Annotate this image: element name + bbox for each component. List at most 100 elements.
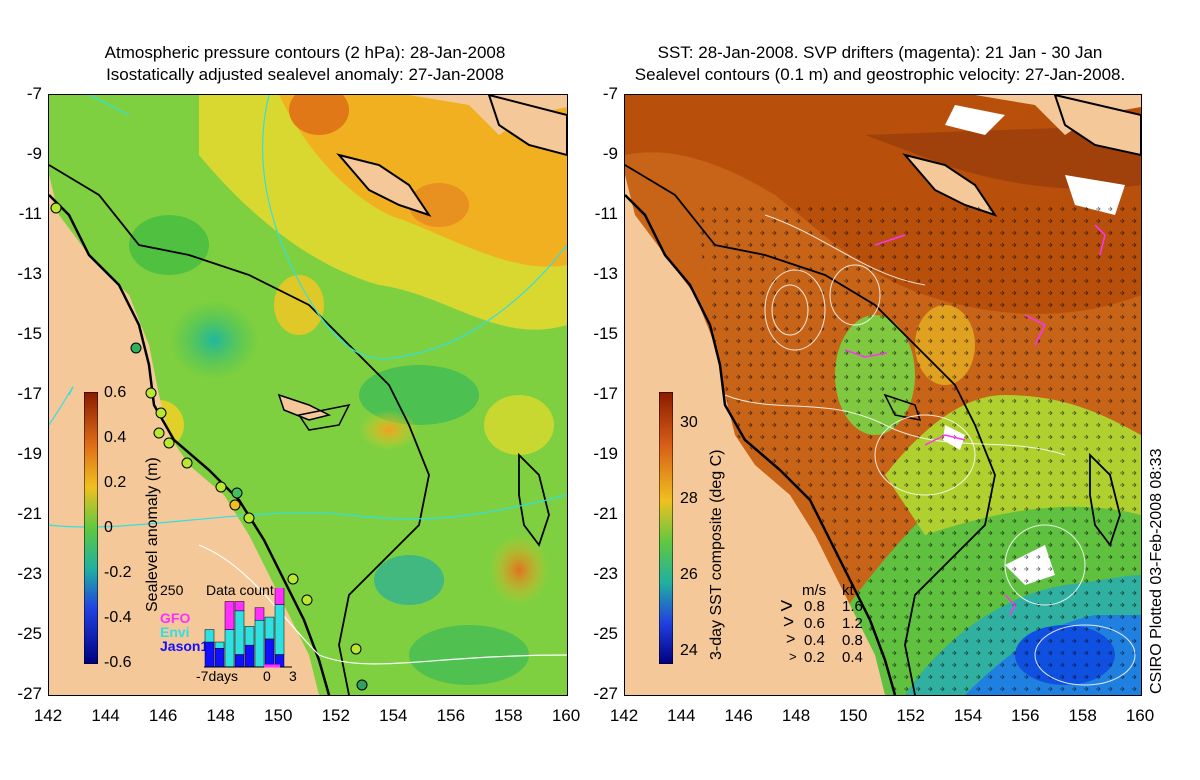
velocity-legend-ms: 0.8 <box>804 598 825 615</box>
sst-colorbar-label: 3-day SST composite (deg C) <box>708 449 725 660</box>
lat-tick-right: -13 <box>593 264 618 283</box>
sst-colorbar-tick: 30 <box>680 414 698 431</box>
lat-tick-right: -7 <box>602 84 618 103</box>
lon-tick-right: 150 <box>839 706 868 725</box>
lat-tick-left: -9 <box>26 144 42 163</box>
lon-tick-left: 156 <box>436 706 466 725</box>
data-count-bar-envi <box>264 616 275 640</box>
lon-tick-left: 146 <box>148 706 178 725</box>
data-count-bar-jason <box>204 641 215 668</box>
data-count-legend-entry: Envi <box>160 624 190 640</box>
data-count-bar-envi <box>274 604 285 655</box>
lon-tick-right: 146 <box>724 706 753 725</box>
sealevel-colorbar-tick: 0 <box>104 519 113 536</box>
lon-tick-right: 148 <box>781 706 811 725</box>
lon-tick-left: 142 <box>33 706 63 725</box>
lat-tick-right: -9 <box>602 144 618 163</box>
lat-tick-right: -23 <box>593 564 618 583</box>
sealevel-colorbar <box>84 392 98 664</box>
sealevel-anomaly-field <box>49 95 567 695</box>
velocity-legend-kt-header: kt <box>842 582 854 599</box>
sealevel-colorbar-tick: 0.2 <box>104 474 127 491</box>
data-count-bar-jason <box>244 644 255 668</box>
sst-colorbar <box>659 392 673 664</box>
lon-tick-left: 158 <box>494 706 523 725</box>
lat-tick-right: -19 <box>593 444 618 463</box>
data-count-legend-entry: GFO <box>160 610 191 626</box>
sst-map <box>624 94 1142 696</box>
velocity-legend: m/s kt >0.8 1.6 >0.6 1.2 >0.4 0.8 >0.2 0.4 <box>780 582 900 672</box>
velocity-legend-arrow-icon: > <box>780 593 793 618</box>
lat-tick-left: -27 <box>17 684 42 703</box>
velocity-legend-kt: 1.6 <box>842 598 863 615</box>
data-count-bar-gfo <box>234 601 245 612</box>
inset-x-label-start: -7days <box>196 668 239 684</box>
velocity-legend-kt: 1.2 <box>842 615 863 632</box>
data-count-bar-jason <box>264 638 275 668</box>
data-count-bar-jason <box>234 654 245 668</box>
inset-x-label-zero: 0 <box>263 668 271 684</box>
data-count-bar-envi <box>254 619 265 668</box>
lat-tick-left: -25 <box>17 624 42 643</box>
velocity-legend-arrow-icon: > <box>786 631 796 648</box>
lat-tick-right: -21 <box>593 504 618 523</box>
lat-tick-right: -15 <box>593 324 618 343</box>
sealevel-colorbar-tick: -0.4 <box>104 609 132 626</box>
lat-tick-right: -27 <box>593 684 618 703</box>
lon-tick-right: 154 <box>953 706 983 725</box>
data-count-bar-envi <box>204 629 215 643</box>
left-title-line1: Atmospheric pressure contours (2 hPa): 2… <box>104 43 506 62</box>
lat-tick-left: -21 <box>17 504 42 523</box>
lat-tick-right: -11 <box>594 204 618 223</box>
lat-tick-left: -15 <box>17 324 42 343</box>
plot-credit: CSIRO Plotted 03-Feb-2008 08:33 <box>1148 448 1165 694</box>
data-count-title: Data count <box>206 582 274 598</box>
velocity-legend-ms-header: m/s <box>802 582 827 599</box>
inset-x-label-end: 3 <box>289 668 297 684</box>
data-count-bar-envi <box>224 629 235 668</box>
sst-field <box>625 95 1141 695</box>
lat-tick-left: -13 <box>17 264 42 283</box>
data-count-bar-envi <box>214 641 225 649</box>
sealevel-colorbar-tick: -0.6 <box>104 654 132 671</box>
velocity-legend-ms: 0.4 <box>804 632 825 649</box>
data-count-bar-gfo <box>254 607 265 621</box>
lon-tick-left: 160 <box>551 706 581 725</box>
lat-tick-left: -19 <box>17 444 42 463</box>
sst-colorbar-tick: 28 <box>680 490 698 507</box>
lon-tick-right: 160 <box>1125 706 1155 725</box>
right-title-line2: Sealevel contours (0.1 m) and geostrophi… <box>634 65 1126 84</box>
lon-tick-right: 158 <box>1068 706 1097 725</box>
data-count-bar-gfo <box>224 601 235 630</box>
lon-tick-right: 144 <box>667 706 696 725</box>
lon-tick-left: 150 <box>264 706 293 725</box>
lat-tick-left: -11 <box>18 204 42 223</box>
velocity-legend-ms: 0.6 <box>804 615 825 632</box>
lat-tick-left: -17 <box>17 384 42 403</box>
velocity-legend-kt: 0.8 <box>842 632 863 649</box>
sealevel-anomaly-map <box>48 94 568 696</box>
data-count-bar-gfo <box>274 588 285 605</box>
lon-tick-left: 154 <box>379 706 408 725</box>
data-count-bars <box>204 588 292 668</box>
lon-tick-left: 144 <box>91 706 120 725</box>
velocity-legend-kt: 0.4 <box>842 649 863 666</box>
data-count-bar-envi <box>234 610 245 655</box>
sealevel-colorbar-tick: -0.2 <box>104 564 132 581</box>
sst-colorbar-tick: 24 <box>680 642 698 659</box>
left-map-title: Atmospheric pressure contours (2 hPa): 2… <box>60 42 550 86</box>
sealevel-colorbar-tick: 0.4 <box>104 429 127 446</box>
lat-tick-left: -7 <box>26 84 42 103</box>
data-count-bar-envi <box>244 626 255 646</box>
lon-tick-right: 152 <box>896 706 925 725</box>
data-count-max-label: 250 <box>160 582 184 598</box>
right-title-line1: SST: 28-Jan-2008. SVP drifters (magenta)… <box>657 43 1103 62</box>
velocity-legend-ms: 0.2 <box>804 649 825 666</box>
data-count-legend-entry: Jason1 <box>160 638 209 654</box>
velocity-legend-arrow-icon: > <box>783 612 795 633</box>
data-count-bar-jason <box>214 648 225 668</box>
lon-tick-left: 152 <box>321 706 350 725</box>
sealevel-colorbar-tick: 0.6 <box>104 384 127 401</box>
lat-tick-right: -17 <box>593 384 618 403</box>
sst-colorbar-tick: 26 <box>680 566 698 583</box>
